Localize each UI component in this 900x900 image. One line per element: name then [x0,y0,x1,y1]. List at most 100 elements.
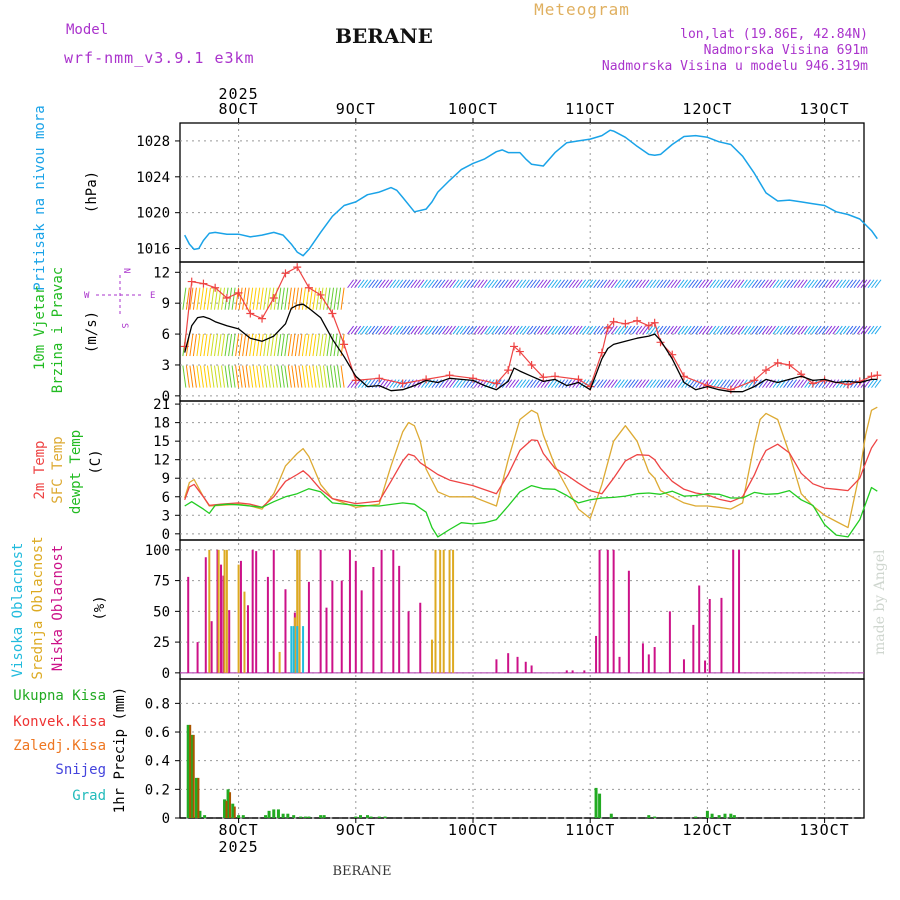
wind-direction-barb [396,325,404,335]
wind-direction-barb [403,279,411,289]
wind-direction-barb [600,325,608,335]
wind-direction-barb [199,365,204,388]
wind-direction-barb [498,279,506,289]
wind-gust-marker [422,375,431,384]
wind-direction-barb [628,325,636,335]
wind-direction-barb [259,365,264,388]
wind-direction-barb [572,279,580,289]
pressure-axis-label: Pritisak na nivou mora [32,105,48,290]
y-tick-label: 25 [153,635,170,651]
wind-direction-barb [586,279,594,289]
wind-direction-barb [649,279,657,289]
wind-direction-barb [772,379,780,388]
wind-direction-barb [772,325,780,335]
wind-direction-barb [653,379,660,388]
precip-unit-label: 1hr Precip (mm) [112,687,128,813]
wind-direction-barb [828,379,836,388]
wind-direction-barb [737,325,745,335]
wind-direction-barb [203,365,208,388]
wind-direction-barb [730,325,738,335]
wind-direction-barb [508,279,516,289]
wind-direction-barb [221,365,226,388]
wind-gust-marker [597,348,606,357]
wind-direction-barb [326,334,331,357]
wind-direction-barb [235,334,240,357]
pressure-line [184,129,878,257]
wind-direction-barb [428,279,435,289]
wind-direction-barb [505,325,513,335]
wind-direction-barb [656,279,664,289]
wind-direction-barb [853,379,861,388]
wind-direction-barb [389,325,397,335]
wind-direction-barb [501,325,509,335]
wind-direction-barb [242,287,247,310]
wind-direction-barb [695,379,703,388]
wind-direction-barb [607,279,615,289]
wind-direction-barb [579,379,587,388]
wind-direction-barb [663,379,671,388]
wind-direction-barb [252,334,257,357]
wind-gust-marker [510,342,519,351]
wind-direction-barb [256,287,261,310]
wind-direction-barb [242,365,247,388]
wind-direction-barb [691,325,699,335]
sfc-temp-axis-label: SFC Temp [50,436,66,503]
wind-direction-barb [382,279,390,289]
wind-direction-barb [614,379,622,388]
wind-gust-marker [340,340,349,349]
wind-direction-barb [312,365,317,388]
compass-w: W [84,291,90,301]
wind-direction-barb [487,379,495,388]
wind-direction-barb [726,379,734,388]
wind-direction-barb [769,279,776,289]
wind-direction-barb [375,279,383,289]
wind-direction-barb [712,325,720,335]
wind-direction-barb [533,379,541,388]
wind-direction-barb [733,325,741,335]
wind-direction-barb [323,287,327,310]
wind-direction-barb [790,325,798,335]
wind-direction-barb [424,325,432,335]
wind-direction-barb [382,325,390,335]
wind-direction-barb [797,279,805,289]
wind-direction-barb [705,325,713,335]
wind-gust-marker [633,316,642,325]
wind-gust-marker [398,379,407,388]
low-cloud-label: Niska Oblacnost [50,545,66,671]
wind-direction-barb [224,334,229,357]
wind-direction-barb [589,279,597,289]
wind-direction-barb [853,325,861,335]
wind-direction-barb [765,325,773,335]
wind-direction-barb [431,325,439,335]
wind-direction-barb [371,325,379,335]
wind-direction-barb [403,379,411,388]
wind-direction-barb [631,379,639,388]
wind-direction-barb [459,379,467,388]
wind-direction-barb [421,279,428,289]
wind-direction-barb [319,287,324,310]
wind-direction-barb [864,279,871,289]
wind-direction-barb [635,325,643,335]
wind-direction-barb [719,379,727,388]
wind-direction-barb [667,379,674,388]
wind-direction-barb [477,279,485,289]
wind-direction-barb [463,279,471,289]
wind-direction-barb [695,279,703,289]
wind-direction-barb [494,279,502,289]
wind-direction-barb [639,325,646,335]
wind-direction-barb [624,379,632,388]
wind-direction-barb [660,325,667,335]
wind-direction-barb [515,379,523,388]
wind-direction-barb [600,279,608,289]
y-tick-label: 0 [162,666,170,682]
wind-direction-barb [308,287,313,310]
wind-direction-barb [196,287,201,310]
wind-direction-barb [347,325,354,335]
wind-direction-barb [635,379,643,388]
wind-direction-barb [330,287,335,310]
model-elevation-text: Nadmorska Visina u modelu 946.319m [602,59,868,74]
wind-direction-barb [674,279,681,289]
wind-direction-barb [238,334,243,357]
wind-direction-barb [526,279,534,289]
wind-direction-barb [670,325,678,335]
